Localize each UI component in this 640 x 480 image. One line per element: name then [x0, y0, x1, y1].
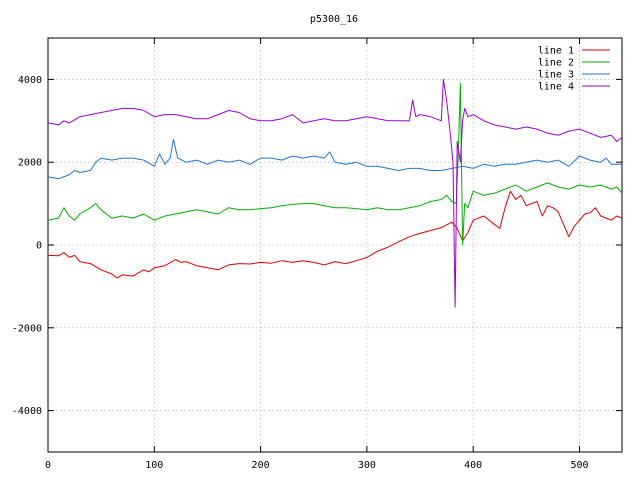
x-tick-label: 300 — [358, 460, 376, 471]
legend-label-1: line 1 — [538, 46, 574, 57]
tick-labels: 0 100 200 300 400 500 -4000 -2000 0 2000 4000 — [12, 75, 589, 471]
series-lines — [47, 78, 623, 308]
legend-label-2: line 2 — [538, 58, 574, 69]
series-line-1 — [47, 190, 623, 279]
x-tick-label: 200 — [252, 460, 270, 471]
grid-lines — [48, 38, 622, 452]
series-line-3 — [47, 138, 622, 180]
series-line-2 — [47, 83, 623, 246]
x-tick-label: 100 — [145, 460, 163, 471]
y-tick-label: 4000 — [18, 75, 42, 86]
axis-ticks — [47, 38, 622, 452]
x-tick-label: 400 — [464, 460, 482, 471]
y-tick-label: -4000 — [12, 406, 42, 417]
x-tick-label: 500 — [570, 460, 588, 471]
y-tick-label: 0 — [36, 241, 42, 252]
y-tick-label: -2000 — [12, 323, 42, 334]
y-tick-label: 2000 — [18, 158, 42, 169]
series-line-4 — [47, 78, 623, 308]
x-tick-label: 0 — [45, 460, 51, 471]
chart-title: p5300_16 — [310, 14, 358, 25]
plot-frame — [47, 37, 623, 453]
legend-label-3: line 3 — [538, 70, 574, 81]
legend-label-4: line 4 — [538, 82, 574, 93]
